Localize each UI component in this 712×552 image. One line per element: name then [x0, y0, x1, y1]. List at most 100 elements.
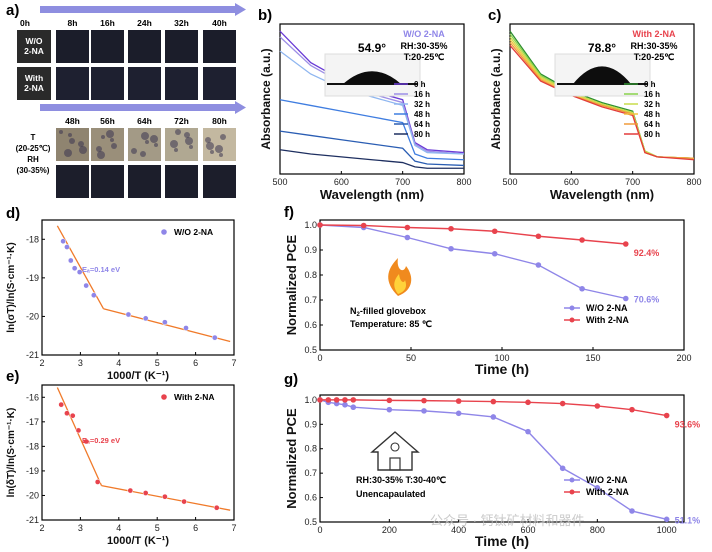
pce-point	[325, 397, 332, 403]
contact-angle: 78.8°	[588, 41, 616, 55]
panel-letter: c)	[488, 7, 501, 24]
pce-point	[448, 225, 454, 232]
time-arrow-bottom	[40, 104, 235, 111]
time-label: 64h	[137, 116, 152, 126]
data-point	[64, 244, 70, 250]
x-tick-label: 50	[406, 353, 416, 363]
legend-label: 48 h	[644, 110, 660, 119]
retention-label: 93.6%	[675, 420, 701, 430]
y-tick-label: -17	[26, 417, 39, 427]
degradation-spot	[154, 143, 158, 147]
panel-g-inset: RH:30-35% T:30-40℃ Unencapaulated	[356, 431, 446, 499]
panel-letter: f)	[284, 204, 294, 221]
x-tick-label: 500	[272, 177, 287, 187]
time-label: 24h	[137, 18, 152, 28]
panel-f: f) 0 50 100 150 200 0.5 0.6 0.7 0.8 0.9 1.0 Time (h)…	[284, 204, 692, 377]
pce-point	[455, 410, 462, 417]
row-label-wo-text: 2-NA	[24, 46, 44, 56]
degradation-spot	[215, 145, 223, 153]
sample-title: With 2-NA	[633, 29, 676, 39]
panel-letter: g)	[284, 371, 298, 388]
film-sample	[203, 30, 236, 63]
film-sample	[91, 30, 124, 63]
pce-point	[455, 398, 462, 404]
y-axis-title: ln(δT)/ln(S·cm⁻¹·K)	[6, 408, 17, 498]
legend-label: W/O 2-NA	[174, 227, 213, 237]
legend-label: With 2-NA	[586, 315, 629, 325]
x-tick-label: 200	[382, 525, 397, 535]
y-tick-label: -21	[26, 515, 39, 525]
plot-frame	[319, 219, 685, 351]
legend-label: 64 h	[414, 120, 430, 129]
plot-frame	[279, 23, 465, 175]
degradation-spot	[106, 130, 114, 138]
contact-angle: 54.9°	[358, 41, 386, 55]
legend-label: W/O 2-NA	[586, 475, 628, 485]
y-tick-label: 0.5	[304, 517, 317, 527]
data-point	[83, 438, 90, 445]
plot-frame	[41, 384, 235, 521]
absorbance-curve	[279, 50, 465, 155]
y-tick-label: -18	[26, 441, 39, 451]
panel-c: c) 500 600 700 800 Wavelength (nm) Absorbance …	[488, 7, 702, 202]
y-tick-label: -20	[26, 311, 39, 321]
panel-d: d) 2 3 4 5 6 7 -18 -19 -20 -21 1000/T (K⁻¹) ln(σT)/l…	[6, 205, 237, 382]
y-tick-label: 0.9	[304, 245, 317, 255]
pce-point	[317, 397, 323, 403]
pce-point	[386, 406, 393, 413]
pce-point	[360, 222, 367, 229]
degradation-spot	[69, 138, 75, 144]
pce-point	[490, 398, 497, 405]
x-tick-label: 0	[317, 525, 322, 535]
pce-point	[317, 222, 323, 228]
legend-marker	[569, 305, 575, 311]
legend-marker	[569, 317, 575, 323]
x-tick-label: 5	[155, 358, 160, 368]
y-tick-label: 0.8	[304, 270, 317, 280]
x-tick-label: 600	[564, 177, 579, 187]
x-tick-label: 7	[231, 523, 236, 533]
x-tick-label: 4	[116, 358, 121, 368]
row-label-wo	[17, 30, 51, 63]
row-label-wo-text: W/O	[26, 36, 43, 46]
time-label: 0h	[20, 18, 30, 28]
legend-label: 16 h	[414, 90, 430, 99]
x-tick-label: 2	[39, 358, 44, 368]
y-tick-label: -18	[26, 234, 39, 244]
legend-label: 16 h	[644, 90, 660, 99]
x-tick-label: 6	[193, 523, 198, 533]
film-sample	[56, 67, 89, 100]
legend-marker	[569, 489, 575, 495]
film-sample	[165, 165, 198, 198]
degradation-spot	[97, 151, 105, 159]
pce-point	[448, 245, 454, 252]
data-point	[90, 292, 97, 299]
degradation-spot	[96, 146, 102, 152]
legend-label: With 2-NA	[174, 392, 215, 402]
y-tick-label: 1.0	[304, 395, 317, 405]
time-label: 8h	[68, 18, 78, 28]
data-point	[76, 269, 83, 275]
row-label-with-text: 2-NA	[24, 83, 44, 93]
film-sample	[128, 165, 161, 198]
data-point	[181, 498, 187, 505]
absorbance-curve	[509, 45, 695, 161]
retention-label: 51.1%	[675, 515, 701, 525]
data-point	[142, 490, 149, 496]
data-point	[69, 412, 76, 419]
data-point	[75, 427, 82, 434]
pce-point	[421, 408, 427, 414]
x-tick-label: 0	[317, 353, 322, 363]
y-tick-label: 0.7	[304, 295, 317, 305]
degradation-spot	[174, 148, 178, 152]
legend-label: 0 h	[644, 80, 656, 89]
absorbance-curve	[279, 36, 465, 155]
x-tick-label: 700	[395, 177, 410, 187]
x-axis-title: 1000/T (K⁻¹)	[107, 370, 169, 382]
degradation-spot	[206, 142, 214, 150]
data-point	[162, 493, 168, 500]
degradation-spot	[111, 143, 117, 149]
absorbance-curve	[279, 149, 464, 169]
degradation-spot	[131, 148, 137, 154]
